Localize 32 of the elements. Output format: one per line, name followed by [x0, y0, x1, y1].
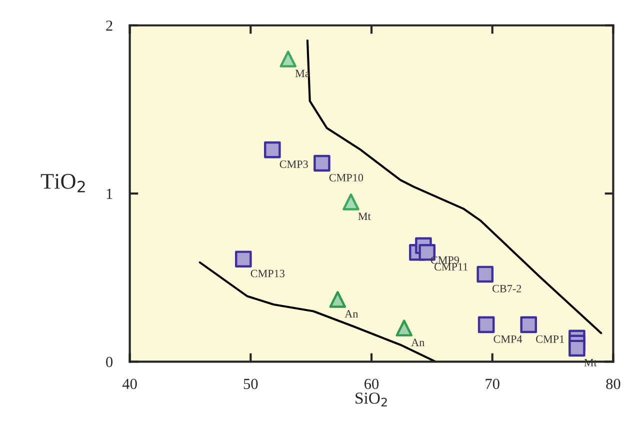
point — [264, 141, 281, 158]
annotation: CMP4 — [494, 335, 522, 343]
annotation: CMP10 — [329, 174, 364, 182]
point — [235, 250, 252, 268]
point — [342, 194, 360, 210]
y-tick-label: 0 — [106, 356, 113, 368]
point — [280, 50, 296, 68]
annotation: An — [344, 310, 358, 318]
point — [396, 320, 413, 336]
annotation: CMP9 — [430, 256, 459, 264]
y-tick-label: 2 — [106, 20, 112, 31]
annotation: Mt — [358, 212, 371, 220]
x-axis-title: SiO$_{2}$ — [356, 392, 387, 406]
annotation: CMP3 — [280, 160, 308, 168]
y-tick-label: 1 — [106, 188, 112, 199]
point — [314, 154, 330, 172]
point — [476, 266, 494, 283]
x-tick-label: 70 — [486, 378, 500, 390]
point — [568, 340, 586, 357]
annotation: CB7-2 — [492, 284, 522, 292]
x-tick-label: 80 — [606, 378, 620, 390]
annotation: CMP11 — [434, 263, 468, 271]
point — [329, 291, 346, 308]
annotation: An — [411, 338, 424, 346]
annotation: CMP13 — [250, 270, 284, 278]
point — [520, 316, 537, 334]
point — [478, 316, 495, 334]
x-tick-label: 60 — [364, 378, 379, 390]
x-tick-label: 40 — [122, 378, 137, 390]
y-axis-title: TiO$_{2}$ — [40, 174, 85, 192]
x-tick-label: 50 — [244, 378, 258, 390]
annotation: CMP1 — [536, 335, 564, 343]
